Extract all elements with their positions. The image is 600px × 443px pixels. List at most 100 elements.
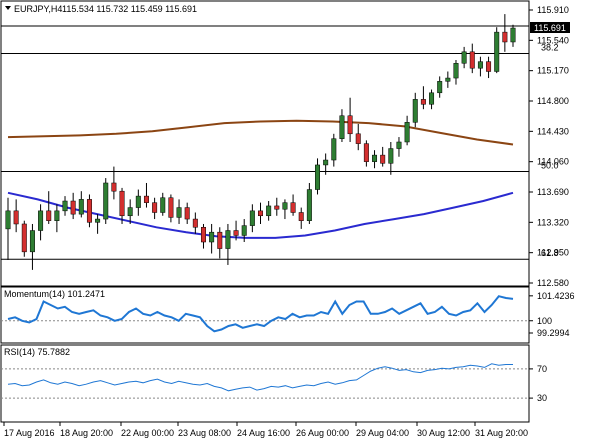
candle-body-57 bbox=[469, 51, 475, 69]
candle-body-43 bbox=[355, 133, 361, 144]
rsi-tick-label-0: 70 bbox=[537, 364, 547, 374]
candle-body-1 bbox=[13, 210, 19, 225]
candle-body-36 bbox=[298, 212, 304, 221]
candle-body-59 bbox=[486, 61, 492, 72]
y-tick-label-2: 115.170 bbox=[537, 66, 569, 76]
candle-body-40 bbox=[331, 138, 337, 161]
candle-body-12 bbox=[103, 182, 109, 220]
candle-body-48 bbox=[396, 141, 402, 149]
momentum-tick-label-2: 99.2994 bbox=[537, 328, 570, 338]
momentum-tick-label-1: 100 bbox=[537, 316, 552, 326]
ma-slow-line bbox=[7, 191, 514, 239]
x-tick-label-4: 24 Aug 16:00 bbox=[237, 428, 290, 438]
candle-body-31 bbox=[258, 210, 263, 217]
candle-body-16 bbox=[135, 195, 141, 208]
candle-body-44 bbox=[363, 143, 369, 162]
candle-body-22 bbox=[184, 207, 190, 220]
fib-label-1: 50.0 bbox=[541, 161, 559, 171]
x-tick-label-8: 31 Aug 20:00 bbox=[475, 428, 528, 438]
moving-averages bbox=[7, 119, 514, 239]
fibonacci-levels: 38.2 50.0 61.8 bbox=[1, 25, 559, 260]
candle-body-14 bbox=[119, 190, 125, 217]
candle-body-52 bbox=[429, 92, 435, 105]
candle-body-32 bbox=[266, 205, 272, 217]
candle-body-58 bbox=[477, 61, 483, 69]
candle-body-19 bbox=[160, 197, 166, 213]
momentum-panel bbox=[0, 286, 530, 344]
momentum-line bbox=[7, 295, 514, 333]
candle-body-24 bbox=[200, 227, 206, 243]
candle-body-23 bbox=[192, 218, 198, 228]
y-tick-label-7: 113.320 bbox=[537, 217, 569, 227]
current-price-tag-bg bbox=[530, 22, 570, 33]
candle-body-42 bbox=[347, 115, 353, 135]
y-tick-label-3: 114.800 bbox=[537, 96, 569, 106]
rsi-label: RSI(14) 75.7882 bbox=[4, 347, 70, 357]
symbol-label: EURJPY,H4 bbox=[14, 4, 62, 14]
candle-body-11 bbox=[95, 218, 101, 223]
candle-body-39 bbox=[323, 159, 329, 166]
candle-body-21 bbox=[176, 207, 182, 218]
candle-body-61 bbox=[502, 31, 508, 43]
candle-body-35 bbox=[290, 202, 296, 213]
main-panel bbox=[0, 0, 530, 287]
candle-body-60 bbox=[494, 31, 500, 72]
candle-body-9 bbox=[78, 199, 84, 215]
x-axis: 17 Aug 2016 18 Aug 20:00 22 Aug 00:00 23 Au… bbox=[3, 422, 528, 438]
candle-body-4 bbox=[38, 210, 44, 231]
candle-body-30 bbox=[249, 210, 255, 226]
candle-body-10 bbox=[86, 199, 92, 223]
candle-body-53 bbox=[437, 81, 443, 94]
rsi-indicator: 70 30 bbox=[1, 363, 547, 403]
momentum-label: Momentum(14) 101.2471 bbox=[4, 289, 105, 299]
candle-body-34 bbox=[282, 202, 288, 210]
candle-body-13 bbox=[111, 182, 117, 192]
current-price-tag: 115.691 bbox=[534, 23, 566, 33]
x-tick-label-1: 18 Aug 20:00 bbox=[60, 428, 113, 438]
candle-body-15 bbox=[127, 207, 133, 217]
candle-body-46 bbox=[380, 154, 386, 164]
candle-body-55 bbox=[453, 63, 459, 79]
rsi-tick-label-1: 30 bbox=[537, 393, 547, 403]
y-tick-label-5: 114.060 bbox=[537, 157, 569, 167]
candle-body-29 bbox=[241, 225, 247, 236]
momentum-indicator: 101.4236 100 99.2994 bbox=[1, 291, 575, 338]
candle-body-37 bbox=[306, 189, 312, 221]
y-tick-label-8: 112.950 bbox=[537, 248, 569, 258]
ma-fast-line bbox=[7, 119, 514, 146]
rsi-panel bbox=[0, 344, 530, 423]
candle-body-0 bbox=[5, 210, 11, 230]
y-tick-label-1: 115.540 bbox=[537, 35, 569, 45]
fib-label-0: 38.2 bbox=[541, 42, 559, 52]
candle-body-18 bbox=[152, 202, 158, 213]
candle-body-54 bbox=[445, 77, 451, 82]
candle-body-25 bbox=[209, 231, 215, 243]
y-axis: 115.910 115.540 115.170 114.800 114.430 114.0… bbox=[529, 5, 569, 288]
y-tick-label-9: 112.580 bbox=[537, 278, 569, 288]
x-tick-label-7: 30 Aug 12:00 bbox=[417, 428, 470, 438]
x-tick-label-0: 17 Aug 2016 bbox=[4, 428, 55, 438]
ohlc-values: 115.534 115.732 115.459 115.691 bbox=[62, 4, 197, 14]
candle-body-28 bbox=[233, 230, 239, 236]
candle-body-38 bbox=[315, 164, 321, 190]
candle-body-17 bbox=[143, 195, 149, 203]
candle-body-41 bbox=[339, 115, 345, 139]
rsi-line bbox=[7, 363, 513, 392]
y-tick-label-6: 113.690 bbox=[537, 187, 569, 197]
candles bbox=[5, 14, 516, 270]
x-tick-label-2: 22 Aug 00:00 bbox=[121, 428, 174, 438]
fib-label-2: 61.8 bbox=[541, 248, 559, 258]
candle-body-51 bbox=[420, 99, 426, 105]
candle-body-56 bbox=[461, 51, 467, 64]
momentum-tick-label-0: 101.4236 bbox=[537, 291, 575, 301]
candle-body-45 bbox=[372, 154, 378, 162]
candle-body-50 bbox=[412, 99, 418, 123]
y-tick-label-0: 115.910 bbox=[537, 5, 569, 15]
candle-body-2 bbox=[21, 223, 27, 253]
dropdown-triangle-icon[interactable] bbox=[5, 6, 11, 10]
candle-body-33 bbox=[274, 205, 280, 210]
candle-body-27 bbox=[225, 230, 231, 249]
candle-body-49 bbox=[404, 122, 410, 143]
candle-body-8 bbox=[70, 200, 76, 215]
x-tick-label-3: 23 Aug 08:00 bbox=[178, 428, 231, 438]
